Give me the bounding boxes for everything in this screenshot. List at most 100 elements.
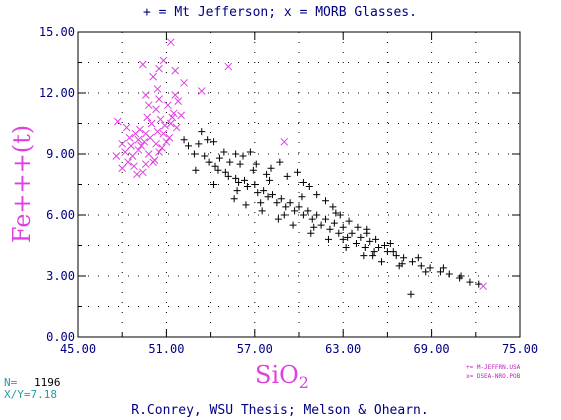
point-morb bbox=[147, 119, 156, 128]
point-morb bbox=[180, 78, 188, 87]
point-morb bbox=[168, 113, 177, 122]
point-jefferson bbox=[357, 233, 365, 241]
point-jefferson bbox=[322, 197, 330, 205]
point-jefferson bbox=[369, 252, 377, 260]
point-morb bbox=[134, 135, 143, 144]
point-jefferson bbox=[192, 166, 200, 174]
point-morb bbox=[166, 119, 175, 128]
point-jefferson bbox=[344, 233, 352, 241]
point-jefferson bbox=[267, 164, 275, 172]
point-morb bbox=[113, 117, 122, 126]
x-tick-label: 63.00 bbox=[325, 342, 361, 356]
point-jefferson bbox=[298, 193, 306, 201]
point-morb bbox=[137, 142, 146, 150]
point-jefferson bbox=[326, 225, 334, 233]
point-jefferson bbox=[286, 199, 294, 207]
point-jefferson bbox=[398, 260, 406, 268]
point-jefferson bbox=[291, 207, 299, 215]
point-jefferson bbox=[204, 136, 212, 144]
point-morb bbox=[158, 144, 166, 152]
point-jefferson bbox=[299, 211, 307, 219]
point-jefferson bbox=[304, 207, 312, 215]
point-jefferson bbox=[345, 217, 353, 225]
point-morb bbox=[162, 137, 171, 146]
point-jefferson bbox=[324, 235, 332, 243]
point-jefferson bbox=[375, 244, 383, 252]
point-jefferson bbox=[330, 219, 338, 227]
point-jefferson bbox=[332, 209, 340, 217]
x-tick-label: 45.00 bbox=[60, 342, 96, 356]
point-jefferson bbox=[417, 262, 425, 270]
point-morb bbox=[136, 125, 144, 134]
point-jefferson bbox=[226, 158, 234, 166]
point-jefferson bbox=[266, 176, 274, 184]
point-jefferson bbox=[329, 203, 337, 211]
point-jefferson bbox=[414, 254, 422, 262]
point-jefferson bbox=[295, 203, 303, 211]
point-jefferson bbox=[378, 258, 386, 266]
point-morb bbox=[171, 66, 180, 75]
point-jefferson bbox=[348, 229, 356, 237]
x-tick-label: 75.00 bbox=[502, 342, 538, 356]
point-jefferson bbox=[422, 268, 430, 276]
point-morb bbox=[164, 101, 172, 110]
axis-ticks: 45.00 51.00 57.00 63.00 69.00 75.00 0.00 3.00 6.… bbox=[39, 25, 538, 356]
point-morb bbox=[118, 164, 127, 173]
point-jefferson bbox=[408, 258, 416, 266]
point-jefferson bbox=[185, 142, 192, 150]
n-value: 1196 bbox=[34, 376, 61, 389]
x-axis-title-subscript: 2 bbox=[299, 373, 309, 392]
point-morb bbox=[140, 137, 149, 146]
point-jefferson bbox=[317, 221, 325, 229]
point-jefferson bbox=[280, 211, 288, 219]
point-jefferson bbox=[230, 195, 238, 203]
x-tick-label: 57.00 bbox=[237, 342, 273, 356]
point-jefferson bbox=[249, 166, 257, 174]
point-jefferson bbox=[246, 148, 254, 156]
point-morb bbox=[174, 97, 183, 105]
point-morb bbox=[197, 87, 206, 95]
point-jefferson bbox=[268, 191, 276, 199]
point-jefferson bbox=[366, 237, 374, 245]
point-jefferson bbox=[180, 136, 188, 144]
point-morb bbox=[149, 72, 157, 81]
point-morb bbox=[138, 168, 147, 177]
point-jefferson bbox=[322, 215, 330, 223]
point-jefferson bbox=[352, 239, 360, 247]
point-jefferson bbox=[273, 199, 281, 207]
y-tick-label: 0.00 bbox=[46, 330, 75, 344]
point-morb bbox=[138, 60, 147, 69]
point-jefferson bbox=[205, 158, 213, 166]
point-jefferson bbox=[407, 290, 415, 298]
point-jefferson bbox=[233, 187, 241, 195]
point-morb bbox=[161, 121, 169, 130]
y-axis-title: Fe+++(t) bbox=[8, 125, 36, 243]
point-jefferson bbox=[360, 252, 368, 260]
point-jefferson bbox=[195, 140, 203, 148]
point-jefferson bbox=[263, 170, 271, 178]
point-jefferson bbox=[210, 138, 218, 146]
point-jefferson bbox=[370, 248, 378, 256]
point-morb bbox=[125, 133, 134, 142]
point-jefferson bbox=[254, 189, 262, 197]
point-jefferson bbox=[380, 242, 388, 249]
point-morb bbox=[155, 64, 163, 73]
point-jefferson bbox=[383, 248, 391, 256]
point-jefferson bbox=[274, 215, 282, 223]
y-tick-label: 6.00 bbox=[46, 208, 75, 222]
point-morb bbox=[134, 146, 143, 154]
chart-title: + = Mt Jefferson; x = MORB Glasses. bbox=[143, 5, 417, 20]
point-morb bbox=[156, 115, 165, 124]
point-jefferson bbox=[307, 229, 315, 237]
point-jefferson bbox=[232, 150, 240, 158]
point-morb bbox=[152, 105, 160, 114]
point-morb bbox=[124, 158, 132, 166]
point-jefferson bbox=[445, 270, 453, 278]
point-morb bbox=[149, 158, 157, 166]
point-jefferson bbox=[258, 207, 266, 215]
point-morb bbox=[224, 62, 233, 71]
point-morb bbox=[177, 111, 185, 120]
point-jefferson bbox=[236, 160, 244, 168]
point-morb bbox=[144, 150, 153, 158]
point-jefferson bbox=[257, 199, 265, 207]
